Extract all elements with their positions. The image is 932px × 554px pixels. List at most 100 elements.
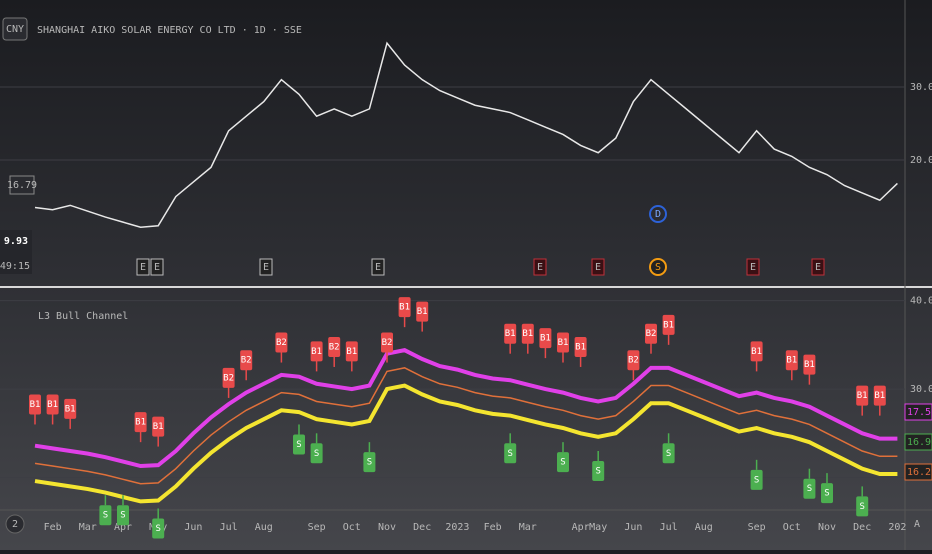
series-line — [34, 348, 898, 469]
axis-mode[interactable]: A — [914, 519, 920, 530]
signal-label: S — [595, 467, 600, 477]
signal-marker — [873, 385, 886, 406]
signal-marker — [539, 328, 552, 349]
last-value-label: 16.24 — [907, 467, 932, 478]
signal-marker — [240, 350, 253, 371]
signal-label: B1 — [558, 338, 569, 348]
event-label: S — [655, 262, 661, 273]
signal-label: B1 — [135, 418, 146, 428]
signal-marker — [557, 332, 569, 353]
event-badge — [150, 258, 164, 276]
signal-marker — [310, 341, 323, 362]
signal-marker — [803, 354, 816, 375]
signal-label: S — [859, 502, 864, 512]
event-label: E — [154, 262, 160, 273]
signal-label: B1 — [47, 400, 58, 410]
signal-label: B1 — [346, 347, 357, 357]
signal-marker — [345, 341, 358, 362]
signal-marker — [504, 323, 517, 344]
signal-marker — [99, 505, 112, 526]
last-value-label: 16.93 — [907, 437, 932, 448]
signal-marker — [803, 478, 816, 499]
x-tick-label: Feb — [484, 522, 502, 533]
signal-label: B1 — [30, 400, 41, 410]
dividend-marker[interactable]: D — [655, 209, 661, 220]
signal-label: S — [560, 458, 565, 468]
signal-label: B1 — [417, 307, 428, 317]
panel-circle[interactable] — [5, 514, 25, 534]
event-label: E — [595, 262, 601, 273]
x-tick-label: Oct — [343, 522, 361, 533]
last-value-box — [904, 433, 932, 451]
signal-marker — [750, 341, 763, 362]
x-tick-label: Nov — [378, 522, 396, 533]
signal-label: B1 — [399, 303, 410, 313]
signal-label: B1 — [575, 342, 586, 352]
countdown-box — [0, 230, 32, 274]
signal-marker — [134, 412, 147, 433]
signal-marker — [574, 336, 587, 357]
signal-label: B1 — [751, 347, 762, 357]
signal-marker — [310, 443, 323, 464]
currency[interactable]: CNY — [6, 24, 24, 35]
x-tick-label: Mar — [79, 522, 97, 533]
signal-marker — [856, 496, 869, 517]
x-tick-label: Aug — [255, 522, 273, 533]
signal-label: B2 — [628, 356, 639, 366]
signal-label: S — [120, 511, 125, 521]
signal-marker — [821, 483, 833, 504]
x-tick-label: Mar — [519, 522, 537, 533]
signal-label: B1 — [804, 360, 815, 370]
signal-label: B2 — [223, 373, 234, 383]
countdown: 05:49:15 — [0, 261, 30, 272]
x-tick-label: 202 — [888, 522, 906, 533]
x-tick-label: Nov — [818, 522, 836, 533]
event-badge — [811, 258, 825, 276]
x-tick-label: Apr — [572, 522, 590, 533]
signal-label: B1 — [522, 329, 533, 339]
event-label: E — [815, 262, 821, 273]
signal-label: S — [103, 511, 108, 521]
y-tick-label: 40.00 — [910, 296, 932, 307]
event-label: E — [263, 262, 269, 273]
y-tick-label: 30.00 — [910, 82, 932, 93]
signal-label: S — [824, 489, 829, 499]
signal-label: S — [666, 449, 671, 459]
signal-marker — [381, 332, 393, 353]
panel-number[interactable]: 2 — [12, 519, 18, 530]
signal-label: S — [754, 475, 759, 485]
event-label: E — [537, 262, 543, 273]
signal-label: B1 — [786, 356, 797, 366]
last-price-box — [9, 175, 35, 195]
signal-marker — [662, 314, 675, 335]
signal-label: S — [507, 449, 512, 459]
x-tick-label: Dec — [413, 522, 431, 533]
x-tick-label: Sep — [308, 522, 326, 533]
signal-label: B1 — [311, 347, 322, 357]
event-badge — [259, 258, 273, 276]
signal-label: B2 — [276, 338, 287, 348]
last-price: 16.79 — [7, 180, 37, 191]
event-badge — [591, 258, 605, 276]
signal-marker — [152, 518, 165, 539]
signal-marker — [328, 336, 341, 357]
currency-box[interactable] — [2, 17, 28, 41]
x-tick-label: Oct — [783, 522, 801, 533]
indicator-title: L3 Bull Channel — [38, 311, 128, 322]
signal-label: B1 — [540, 334, 551, 344]
x-tick-label: Jun — [624, 522, 642, 533]
signal-marker — [275, 332, 288, 353]
event-badge — [746, 258, 760, 276]
signal-marker — [662, 443, 675, 464]
signal-label: B1 — [65, 404, 76, 414]
signal-marker — [592, 461, 605, 481]
dividend-ring — [649, 205, 667, 223]
signal-label: S — [367, 458, 372, 468]
signal-marker — [222, 367, 235, 388]
signal-label: B2 — [241, 356, 252, 366]
signal-marker — [29, 394, 41, 415]
series-line — [34, 383, 898, 504]
x-tick-label: Feb — [44, 522, 62, 533]
